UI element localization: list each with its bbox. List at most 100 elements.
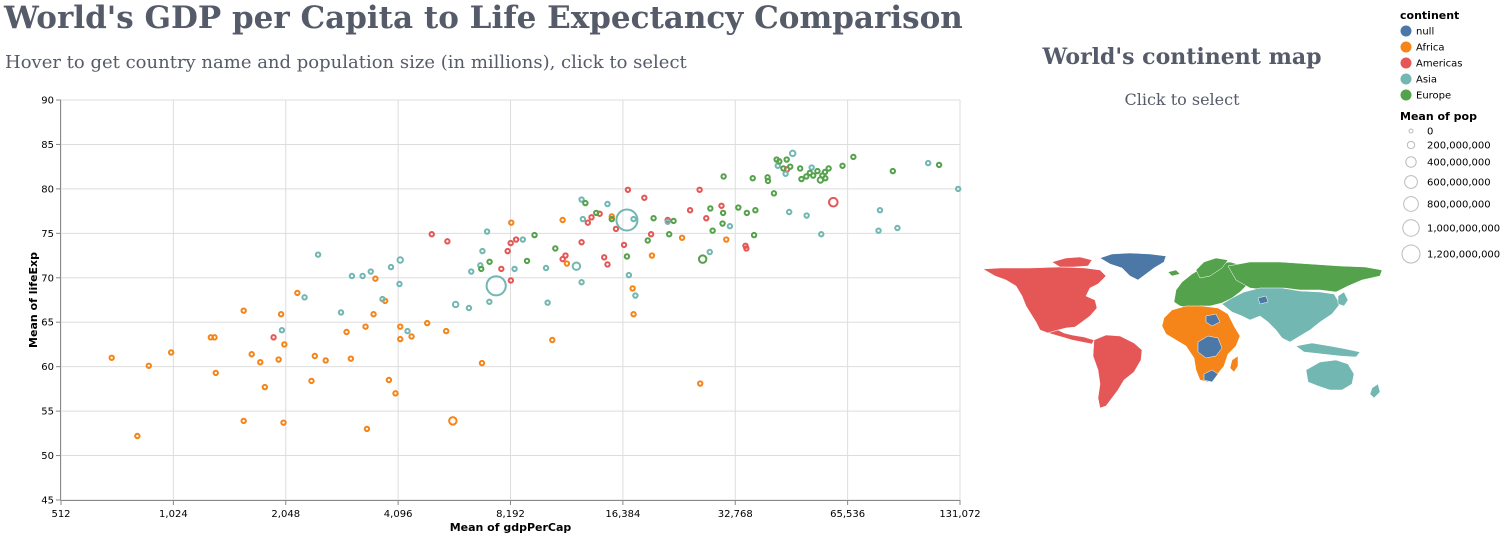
data-point-africa[interactable]: [443, 327, 450, 335]
map-region-russia[interactable]: [1227, 261, 1383, 293]
data-point-americas[interactable]: [696, 186, 703, 193]
data-point-europe[interactable]: [670, 217, 677, 225]
map-region-asia[interactable]: [1221, 287, 1341, 343]
data-point-asia[interactable]: [604, 200, 611, 208]
data-point-africa[interactable]: [608, 213, 615, 220]
data-point-asia[interactable]: [924, 159, 932, 167]
data-point-americas[interactable]: [507, 239, 514, 247]
data-point-europe[interactable]: [650, 215, 657, 222]
data-point-americas[interactable]: [444, 238, 451, 245]
data-point-americas[interactable]: [512, 236, 520, 243]
data-point-europe[interactable]: [822, 175, 829, 182]
data-point-europe[interactable]: [889, 167, 897, 175]
data-point-asia[interactable]: [579, 215, 587, 223]
data-point-asia[interactable]: [803, 212, 810, 219]
data-point-africa[interactable]: [167, 349, 175, 356]
data-point-europe[interactable]: [743, 209, 751, 217]
data-point-africa[interactable]: [423, 319, 431, 327]
data-point-asia[interactable]: [726, 223, 734, 230]
data-point-asia[interactable]: [788, 149, 797, 158]
map-region-no-data-asia[interactable]: [1257, 295, 1269, 305]
data-point-europe[interactable]: [531, 231, 538, 239]
data-point-africa[interactable]: [385, 376, 393, 384]
data-point-europe[interactable]: [850, 153, 857, 161]
data-point-asia[interactable]: [396, 280, 403, 288]
data-point-europe[interactable]: [770, 190, 778, 197]
data-point-africa[interactable]: [240, 307, 247, 314]
data-point-asia[interactable]: [954, 185, 962, 193]
data-point-europe[interactable]: [752, 207, 759, 214]
data-point-asia[interactable]: [876, 207, 884, 214]
data-point-africa[interactable]: [372, 275, 379, 282]
data-point-europe[interactable]: [935, 161, 943, 169]
data-point-asia[interactable]: [337, 309, 345, 316]
map-region-no-data-central-africa[interactable]: [1197, 335, 1223, 359]
data-point-africa[interactable]: [261, 383, 269, 391]
map-region-japan[interactable]: [1337, 291, 1349, 307]
data-point-africa[interactable]: [248, 351, 255, 358]
data-point-europe[interactable]: [803, 173, 810, 180]
map-region-central-america[interactable]: [1047, 329, 1095, 345]
data-point-asia[interactable]: [314, 251, 322, 258]
data-point-asia[interactable]: [875, 227, 882, 234]
data-point-asia[interactable]: [664, 218, 671, 225]
map-region-no-data-sudan[interactable]: [1205, 313, 1221, 327]
data-point-africa[interactable]: [478, 359, 486, 367]
data-point-africa[interactable]: [211, 334, 218, 341]
data-point-americas[interactable]: [743, 245, 750, 252]
scatter-points[interactable]: [108, 149, 962, 440]
data-point-europe[interactable]: [821, 168, 829, 176]
data-point-africa[interactable]: [275, 356, 282, 363]
data-point-europe[interactable]: [780, 165, 787, 172]
data-point-asia[interactable]: [615, 208, 639, 232]
data-point-africa[interactable]: [397, 323, 404, 330]
data-point-europe[interactable]: [523, 257, 531, 265]
data-point-europe[interactable]: [719, 209, 727, 217]
data-point-europe[interactable]: [644, 237, 651, 244]
data-point-europe[interactable]: [593, 209, 600, 217]
data-point-africa[interactable]: [280, 419, 287, 426]
data-point-americas[interactable]: [428, 231, 435, 238]
data-point-americas[interactable]: [703, 215, 710, 222]
data-point-asia[interactable]: [278, 327, 286, 334]
data-point-europe[interactable]: [608, 215, 615, 223]
data-point-asia[interactable]: [808, 164, 815, 171]
data-point-africa[interactable]: [347, 355, 355, 362]
map-region-australia[interactable]: [1305, 359, 1355, 391]
data-point-americas[interactable]: [828, 196, 839, 208]
map-region-no-data-southern-africa[interactable]: [1203, 369, 1219, 383]
data-point-americas[interactable]: [612, 225, 620, 233]
map-region-iceland[interactable]: [1167, 269, 1181, 277]
data-point-americas[interactable]: [600, 254, 608, 261]
data-point-asia[interactable]: [706, 248, 713, 256]
data-point-asia[interactable]: [818, 231, 825, 238]
data-point-africa[interactable]: [322, 357, 329, 364]
data-point-asia[interactable]: [485, 275, 507, 297]
data-point-africa[interactable]: [563, 260, 571, 267]
data-point-asia[interactable]: [782, 170, 789, 177]
data-point-asia[interactable]: [483, 228, 491, 235]
data-point-americas[interactable]: [620, 241, 628, 249]
data-point-africa[interactable]: [294, 289, 301, 297]
data-point-africa[interactable]: [362, 323, 369, 330]
data-point-asia[interactable]: [894, 224, 901, 232]
data-point-europe[interactable]: [697, 254, 708, 264]
data-point-europe[interactable]: [798, 175, 805, 183]
data-point-americas[interactable]: [584, 219, 592, 226]
data-point-asia[interactable]: [571, 261, 582, 271]
data-point-americas[interactable]: [504, 247, 511, 255]
data-point-africa[interactable]: [648, 252, 656, 259]
data-point-asia[interactable]: [387, 263, 395, 271]
data-point-europe[interactable]: [719, 220, 726, 227]
data-point-africa[interactable]: [240, 417, 247, 425]
data-point-asia[interactable]: [396, 256, 404, 264]
legend-swatch-asia[interactable]: [1400, 73, 1412, 85]
data-point-europe[interactable]: [750, 231, 758, 239]
data-point-africa[interactable]: [629, 285, 636, 292]
map-region-arctic-islands[interactable]: [1051, 256, 1093, 268]
data-point-europe[interactable]: [810, 172, 817, 179]
legend-swatch-africa[interactable]: [1400, 41, 1412, 53]
data-point-africa[interactable]: [630, 311, 637, 318]
data-point-europe[interactable]: [839, 162, 846, 169]
data-point-asia[interactable]: [379, 295, 386, 303]
